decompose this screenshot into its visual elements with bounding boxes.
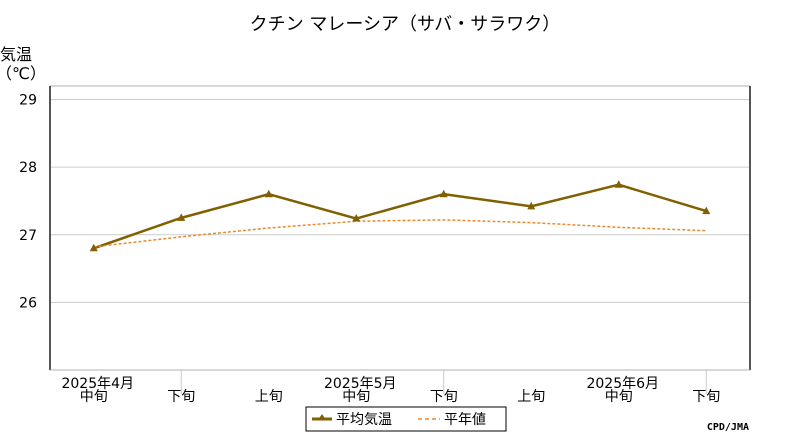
- y-tick-label: 26: [19, 295, 37, 311]
- x-tick-label: 中旬: [80, 389, 108, 405]
- legend-avg-label: 平均気温: [336, 412, 392, 428]
- avg-temp-point: [89, 243, 98, 252]
- x-tick-label: 下旬: [430, 389, 458, 405]
- legend-avg-marker: [317, 414, 327, 421]
- normal-temp-line: [93, 219, 707, 248]
- x-month-label: 2025年4月: [61, 376, 134, 392]
- x-tick-label: 下旬: [692, 389, 720, 405]
- avg-temp-point: [702, 206, 711, 215]
- y-axis-label-line2: （℃）: [0, 64, 46, 83]
- x-tick-label: 中旬: [605, 389, 633, 405]
- avg-temp-point: [614, 180, 623, 188]
- chart-title: クチン マレーシア（サバ・サラワク）: [250, 14, 561, 35]
- avg-temp-point: [439, 189, 448, 198]
- avg-temp-point: [177, 213, 186, 221]
- x-tick-label: 下旬: [167, 389, 195, 405]
- avg-temp-line: [93, 183, 707, 250]
- x-tick-label: 中旬: [342, 389, 370, 405]
- legend-box: [305, 406, 507, 432]
- gridlines: [50, 99, 750, 303]
- y-tick-labels: 26 27 28 29: [19, 93, 37, 312]
- legend-normal-label: 平年値: [444, 412, 486, 428]
- x-tick-label: 上旬: [517, 389, 545, 405]
- y-tick-label: 29: [19, 93, 37, 109]
- avg-temp-point: [527, 201, 536, 210]
- y-tick-label: 28: [19, 160, 37, 176]
- x-tick-label: 上旬: [255, 389, 283, 405]
- y-axis-label-line1: 気温: [0, 45, 32, 64]
- y-tick-label: 27: [19, 228, 37, 244]
- avg-temp-point: [264, 189, 273, 198]
- avg-temp-point: [352, 214, 361, 222]
- x-month-label: 2025年5月: [324, 376, 397, 392]
- x-axis: 中旬 下旬 上旬 中旬 下旬 上旬 中旬 下旬 2025年4月 2025年5月 2025年6月: [50, 369, 750, 405]
- series-layer: [89, 180, 711, 252]
- credit: CPD/JMA: [707, 422, 749, 433]
- x-month-label: 2025年6月: [586, 376, 659, 392]
- legend: 平均気温 平年値: [305, 406, 507, 432]
